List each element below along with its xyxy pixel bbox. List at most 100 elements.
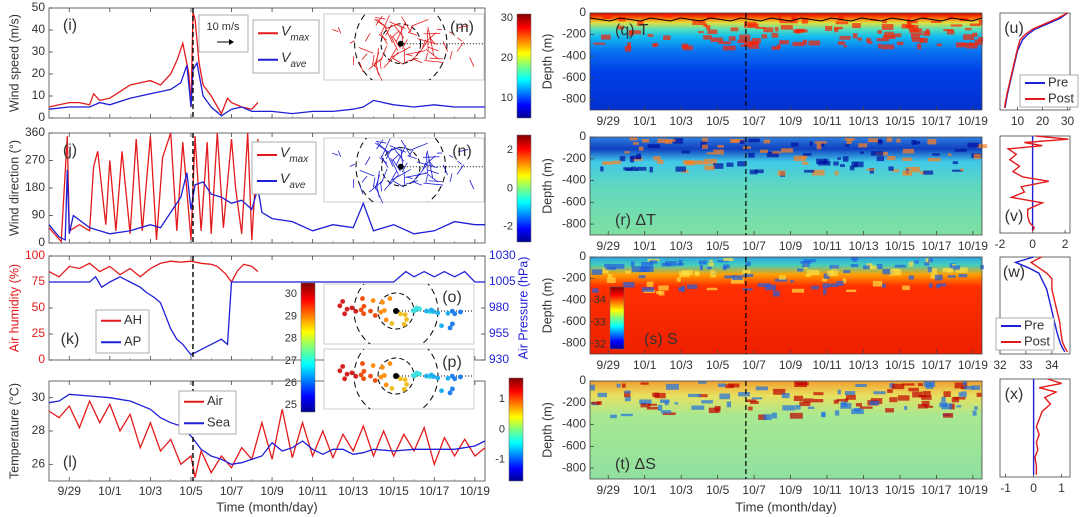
heatmap-cell <box>827 270 839 277</box>
heatmap-cell <box>914 260 919 264</box>
x-tick-label: 10/3 <box>139 484 163 498</box>
wind-vector <box>428 180 443 182</box>
heatmap-cell <box>849 165 855 171</box>
x-tick-label: 10/7 <box>220 484 244 498</box>
heatmap-cell <box>837 41 846 45</box>
temperature-point <box>344 371 350 377</box>
colorbar-tick-label: 26 <box>285 377 297 389</box>
heatmap-cell <box>739 34 751 41</box>
heatmap-cell <box>956 405 962 408</box>
heatmap-cell <box>954 397 966 400</box>
heatmap-cell <box>894 264 906 268</box>
heatmap-cell <box>624 396 631 402</box>
wind-vector <box>417 38 438 45</box>
heatmap-cell <box>616 383 621 388</box>
inset-o: (o) <box>323 283 475 345</box>
heatmap-cell <box>913 141 921 145</box>
heatmap-cell <box>802 39 808 45</box>
heatmap-cell <box>766 151 779 158</box>
heatmap-cell <box>602 267 609 274</box>
wind-vector <box>361 175 368 183</box>
legend-label: Vave <box>281 48 307 69</box>
wind-vector <box>372 177 376 188</box>
heatmap-cell <box>821 412 826 417</box>
x-tick-label: 10/19 <box>958 239 988 253</box>
heatmap-cell <box>738 392 750 397</box>
y-tick-label: 0 <box>38 110 45 124</box>
heatmap-cell <box>887 389 893 393</box>
heatmap-cell <box>628 30 634 36</box>
heatmap-cell <box>797 268 804 272</box>
heatmap-cell <box>717 260 729 263</box>
profile-post <box>1003 12 1068 108</box>
colorbar-tick-label: 28 <box>285 333 297 345</box>
panel-label: (q) T <box>615 22 649 39</box>
profile-post <box>1034 378 1062 475</box>
x-tick-label: 9/29 <box>597 114 621 128</box>
heatmap-cell <box>846 289 857 293</box>
heatmap-cell <box>779 20 793 24</box>
heatmap-cell <box>928 258 933 263</box>
y-tick-label: 0 <box>579 5 586 19</box>
x-tick-label: 10 <box>1011 114 1025 128</box>
heatmap-cell <box>648 403 657 406</box>
legend-label: Vave <box>280 170 306 191</box>
temperature-point <box>372 378 378 383</box>
heatmap-cell <box>641 261 654 268</box>
temperature-point <box>353 308 359 314</box>
heatmap-cell <box>878 43 882 49</box>
colorbar-tick-label: 0 <box>499 423 505 435</box>
wind-vector <box>373 62 383 81</box>
heatmap-cell <box>737 39 748 44</box>
temperature-point <box>358 307 364 313</box>
x-tick-label: 33 <box>1019 358 1033 372</box>
panel-l-x-axis: 9/29 10/1 10/3 10/5 10/7 10/9 10/11 10/13 10/15 1… <box>48 381 490 498</box>
heatmap-cell <box>833 399 839 404</box>
temperature-point <box>370 298 376 303</box>
heatmap-cell <box>908 275 914 280</box>
heatmap-cell <box>751 38 761 44</box>
heatmap-cell <box>952 161 959 165</box>
heatmap-cell <box>808 13 816 17</box>
wind-vector <box>379 59 382 69</box>
y-tick-label: 0 <box>38 352 45 366</box>
y-tick-label: -400 <box>562 173 586 187</box>
heatmap-cell <box>773 388 786 395</box>
typhoon-center <box>397 163 404 170</box>
radius-circle-inner <box>381 147 421 187</box>
wind-vector <box>442 41 448 52</box>
heatmap-cell <box>726 401 732 408</box>
heatmap-cell <box>726 162 734 167</box>
heatmap-cell <box>777 170 786 176</box>
heatmap-cell <box>710 271 717 278</box>
heatmap-cell <box>850 257 859 261</box>
heatmap-cell <box>687 284 698 289</box>
heatmap-cell <box>943 413 954 418</box>
heatmap-cell <box>702 137 709 142</box>
wind-vector <box>405 172 426 178</box>
temperature-point <box>387 296 393 301</box>
heatmap-cell <box>772 290 780 297</box>
panel-v-frame <box>999 135 1071 234</box>
heatmap-cell <box>737 161 746 167</box>
heatmap-cell <box>844 391 856 396</box>
heatmap-cell <box>772 151 781 154</box>
temperature-point <box>361 368 367 374</box>
x-tick-label: 10/17 <box>921 358 951 372</box>
heatmap-cell <box>742 146 751 149</box>
mixed-layer-depth-line <box>589 17 983 22</box>
x-tick-label: 34 <box>1045 358 1059 372</box>
colorbar-tick-label: 1 <box>499 393 505 405</box>
temperature-point <box>372 313 378 318</box>
heatmap-cell <box>908 261 914 267</box>
heatmap-cell <box>882 20 887 24</box>
x-tick-label: 10/1 <box>633 239 657 253</box>
series-ap <box>49 270 485 356</box>
wind-vector <box>423 32 441 35</box>
series-air <box>48 399 486 478</box>
heatmap-cell <box>639 399 652 404</box>
panel-s-frame <box>589 256 983 355</box>
temperature-point <box>417 371 422 377</box>
